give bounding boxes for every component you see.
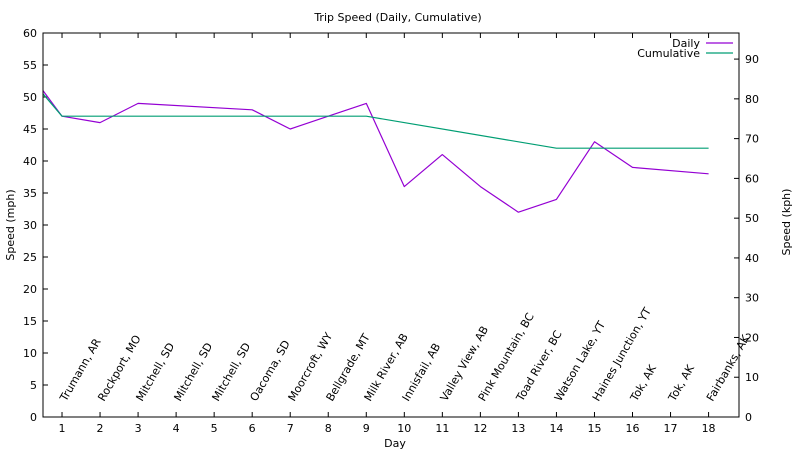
location-label: Tok, AK [627, 362, 659, 404]
y2-tick-label: 70 [745, 133, 759, 146]
y-tick-label: 50 [23, 91, 37, 104]
location-label: Innisfail, AB [400, 341, 444, 404]
legend-label-daily: Daily [672, 37, 700, 50]
x-tick-label: 14 [549, 422, 563, 435]
plot-frame [42, 32, 740, 418]
y-tick-label: 15 [23, 315, 37, 328]
x-tick-label: 17 [664, 422, 678, 435]
x-tick-label: 15 [587, 422, 601, 435]
x-tick-label: 8 [325, 422, 332, 435]
y2-tick-label: 30 [745, 292, 759, 305]
y-tick-label: 60 [23, 27, 37, 40]
x-tick-label: 12 [473, 422, 487, 435]
y-tick-label: 10 [23, 347, 37, 360]
legend: Daily Cumulative [637, 37, 733, 60]
y2-tick-label: 10 [745, 371, 759, 384]
x-tick-label: 7 [287, 422, 294, 435]
legend-label-cumulative: Cumulative [637, 47, 700, 60]
y-tick-label: 55 [23, 59, 37, 72]
series-line-daily [42, 90, 709, 213]
x-tick-label: 6 [249, 422, 256, 435]
x-tick-label: 10 [397, 422, 411, 435]
y2-tick-label: 0 [745, 411, 752, 424]
y2-tick-label: 60 [745, 172, 759, 185]
location-label: Mitchell, SD [133, 341, 177, 404]
y-tick-label: 30 [23, 219, 37, 232]
chart-title: Trip Speed (Daily, Cumulative) [313, 11, 481, 24]
y2-tick-label: 40 [745, 252, 759, 265]
y-tick-label: 45 [23, 123, 37, 136]
y-tick-label: 40 [23, 155, 37, 168]
y2-tick-label: 80 [745, 93, 759, 106]
y2-tick-label: 20 [745, 331, 759, 344]
y-tick-label: 5 [30, 379, 37, 392]
y-tick-label: 35 [23, 187, 37, 200]
y2-tick-label: 50 [745, 212, 759, 225]
location-label: Fairbanks, AK [704, 332, 753, 403]
y-tick-label: 0 [30, 411, 37, 424]
x-tick-label: 2 [97, 422, 104, 435]
x-tick-label: 16 [626, 422, 640, 435]
x-tick-label: 18 [702, 422, 716, 435]
y-tick-label: 25 [23, 251, 37, 264]
location-label: Mitchell, SD [171, 341, 215, 404]
x-tick-label: 4 [173, 422, 180, 435]
x-axis-label: Day [384, 437, 406, 450]
series-line-cumulative [42, 93, 709, 149]
location-label: Mitchell, SD [209, 341, 253, 404]
x-tick-label: 11 [435, 422, 449, 435]
location-label: Tok, AK [665, 362, 697, 404]
y-tick-label: 20 [23, 283, 37, 296]
x-tick-label: 3 [135, 422, 142, 435]
x-tick-label: 9 [363, 422, 370, 435]
plot-layer: 0510152025303540455055600102030405060708… [23, 27, 759, 435]
x-tick-label: 13 [511, 422, 525, 435]
x-tick-label: 5 [211, 422, 218, 435]
y-axis-label: Speed (mph) [4, 189, 17, 260]
location-label: Oacoma, SD [248, 338, 293, 403]
x-tick-label: 1 [59, 422, 66, 435]
y2-tick-label: 90 [745, 53, 759, 66]
y2-axis-label: Speed (kph) [780, 189, 793, 256]
